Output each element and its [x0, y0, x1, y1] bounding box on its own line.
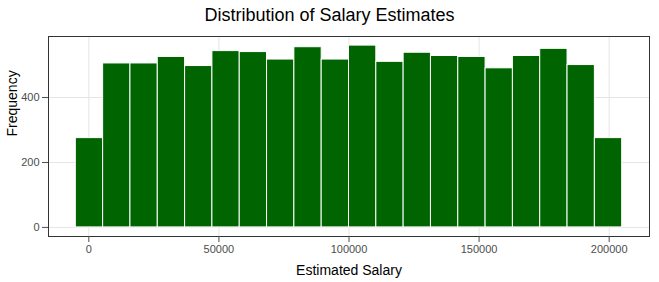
svg-text:50000: 50000: [204, 243, 235, 255]
svg-text:400: 400: [21, 91, 39, 103]
svg-text:200: 200: [21, 156, 39, 168]
svg-text:200000: 200000: [591, 243, 628, 255]
svg-text:Estimated Salary: Estimated Salary: [296, 262, 402, 278]
svg-text:0: 0: [33, 221, 39, 233]
svg-text:150000: 150000: [461, 243, 498, 255]
svg-text:0: 0: [86, 243, 92, 255]
svg-text:100000: 100000: [331, 243, 368, 255]
svg-text:Frequency: Frequency: [4, 70, 20, 136]
html-text:Distribution of Salary Estimat: Distribution of Salary Estimates: [204, 5, 455, 25]
